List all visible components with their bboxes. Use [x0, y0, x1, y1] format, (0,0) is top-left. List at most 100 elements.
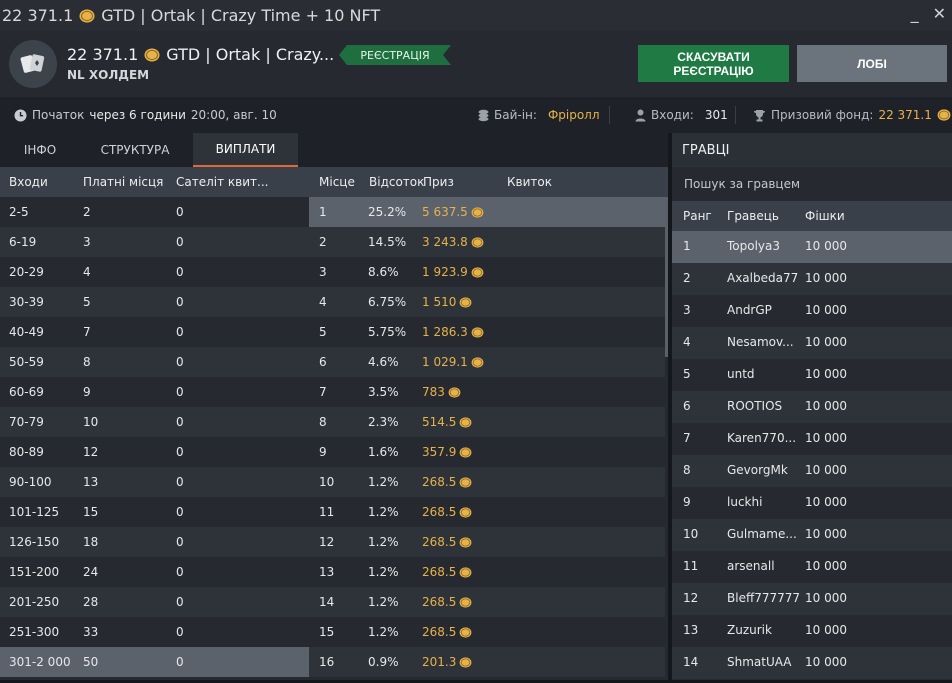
prize-amount: 268.5: [422, 625, 472, 639]
column-header-chips[interactable]: Фішки: [805, 209, 845, 223]
entries-range: 90-100: [9, 475, 52, 489]
player-row[interactable]: 9 luckhi 10 000: [672, 487, 952, 519]
game-type-label: NL ХОЛДЕМ: [67, 68, 150, 82]
player-row[interactable]: 3 AndrGP 10 000: [672, 295, 952, 327]
column-header-place[interactable]: Місце: [319, 175, 355, 189]
player-search-input[interactable]: [672, 167, 952, 201]
entries-block[interactable]: 40-49 7 0: [0, 317, 309, 347]
player-name: Nesamov...: [727, 335, 794, 349]
tournament-name: 22 371.1 GTD | Ortak | Crazy...: [67, 45, 334, 64]
entries-range: 2-5: [9, 205, 29, 219]
prize-amount: 201.3: [422, 655, 472, 669]
percent: 1.2%: [368, 475, 399, 489]
entries-block[interactable]: 20-29 4 0: [0, 257, 309, 287]
gtd-coin-icon: [471, 356, 484, 368]
column-header-ticket[interactable]: Квиток: [507, 175, 552, 189]
percent: 6.75%: [368, 295, 407, 309]
payouts-table-header: Входи Платні місця Сателіт квит... Місце…: [0, 167, 668, 197]
gtd-coin-icon: [459, 446, 472, 458]
player-chips: 10 000: [805, 303, 847, 317]
place-block: 15 1.2% 268.5: [309, 617, 665, 647]
entries-block[interactable]: 126-150 18 0: [0, 527, 309, 557]
entries-range: 30-39: [9, 295, 44, 309]
entries-block[interactable]: 2-5 2 0: [0, 197, 309, 227]
prize-value: 1 510: [422, 295, 457, 309]
satellite-tickets: 0: [176, 355, 184, 369]
place: 10: [319, 475, 335, 489]
player-row[interactable]: 14 ShmatUAA 10 000: [672, 647, 952, 679]
entries-block[interactable]: 30-39 5 0: [0, 287, 309, 317]
prize-value: 268.5: [422, 595, 457, 609]
player-name: ShmatUAA: [727, 655, 792, 669]
player-name: arsenall: [727, 559, 775, 573]
column-header-player[interactable]: Гравець: [727, 209, 779, 223]
place-block: 10 1.2% 268.5: [309, 467, 665, 497]
entries-block[interactable]: 90-100 13 0: [0, 467, 309, 497]
entries-range: 301-2 000: [9, 655, 71, 669]
player-chips: 10 000: [805, 655, 847, 669]
entries-block[interactable]: 301-2 000 50 0: [0, 647, 309, 677]
entries-block[interactable]: 70-79 10 0: [0, 407, 309, 437]
player-row[interactable]: 7 Karen770... 10 000: [672, 423, 952, 455]
entries-block[interactable]: 251-300 33 0: [0, 617, 309, 647]
prize-value: 268.5: [422, 475, 457, 489]
percent: 1.2%: [368, 595, 399, 609]
satellite-tickets: 0: [176, 205, 184, 219]
prize-amount: 514.5: [422, 415, 472, 429]
player-row[interactable]: 11 arsenall 10 000: [672, 551, 952, 583]
column-header-prize[interactable]: Приз: [423, 175, 454, 189]
place: 3: [319, 265, 327, 279]
percent: 2.3%: [368, 415, 399, 429]
player-row[interactable]: 12 Bleff777777 10 000: [672, 583, 952, 615]
percent: 1.2%: [368, 565, 399, 579]
player-row[interactable]: 2 Axalbeda77 10 000: [672, 263, 952, 295]
close-button[interactable]: ✕: [932, 4, 946, 23]
entries-block[interactable]: 151-200 24 0: [0, 557, 309, 587]
entries-block[interactable]: 50-59 8 0: [0, 347, 309, 377]
entries-range: 80-89: [9, 445, 44, 459]
player-row[interactable]: 5 untd 10 000: [672, 359, 952, 391]
player-rank: 10: [683, 527, 699, 541]
entries-block[interactable]: 201-250 28 0: [0, 587, 309, 617]
prize-amount: 1 286.3: [422, 325, 484, 339]
tab-structure[interactable]: СТРУКТУРА: [100, 143, 170, 157]
player-row[interactable]: 8 GevorgMk 10 000: [672, 455, 952, 487]
entries-value: 301: [704, 108, 728, 122]
entries-block[interactable]: 60-69 9 0: [0, 377, 309, 407]
player-row[interactable]: 4 Nesamov... 10 000: [672, 327, 952, 359]
player-row[interactable]: 6 ROOTIOS 10 000: [672, 391, 952, 423]
gtd-coin-icon: [459, 536, 472, 548]
table-row: 6-19 3 0 2 14.5% 3 243.8: [0, 227, 665, 257]
tab-payouts[interactable]: ВИПЛАТИ: [193, 133, 298, 167]
entries-range: 70-79: [9, 415, 44, 429]
gtd-coin-icon: [471, 206, 484, 218]
entries-block[interactable]: 80-89 12 0: [0, 437, 309, 467]
column-header-percent[interactable]: Відсоток: [369, 175, 425, 189]
table-row: 70-79 10 0 8 2.3% 514.5: [0, 407, 665, 437]
entries-block[interactable]: 101-125 15 0: [0, 497, 309, 527]
gtd-coin-icon: [471, 326, 484, 338]
column-header-satellite-tickets[interactable]: Сателіт квит...: [176, 175, 269, 189]
paid-places: 15: [83, 505, 99, 519]
entries-info: Входи: 301: [635, 108, 728, 122]
entries-block[interactable]: 6-19 3 0: [0, 227, 309, 257]
place-block: 8 2.3% 514.5: [309, 407, 665, 437]
minimize-button[interactable]: _: [910, 4, 919, 23]
tab-info[interactable]: ІНФО: [23, 143, 57, 157]
cancel-registration-button[interactable]: СКАСУВАТИ РЕЄСТРАЦІЮ: [638, 45, 789, 82]
column-header-entries[interactable]: Входи: [9, 175, 48, 189]
paid-places: 10: [83, 415, 99, 429]
player-rank: 1: [683, 239, 691, 253]
prize-amount: 268.5: [422, 595, 472, 609]
satellite-tickets: 0: [176, 625, 184, 639]
paid-places: 2: [83, 205, 91, 219]
column-header-rank[interactable]: Ранг: [683, 209, 712, 223]
place: 16: [319, 655, 335, 669]
lobby-button[interactable]: ЛОБІ: [797, 45, 947, 82]
player-row[interactable]: 10 Gulmame... 10 000: [672, 519, 952, 551]
player-row[interactable]: 1 Topolya3 10 000: [672, 231, 952, 263]
payouts-scrollbar[interactable]: [665, 197, 668, 357]
column-header-paid-places[interactable]: Платні місця: [83, 175, 164, 189]
player-row[interactable]: 13 Zuzurik 10 000: [672, 615, 952, 647]
entries-range: 201-250: [9, 595, 60, 609]
